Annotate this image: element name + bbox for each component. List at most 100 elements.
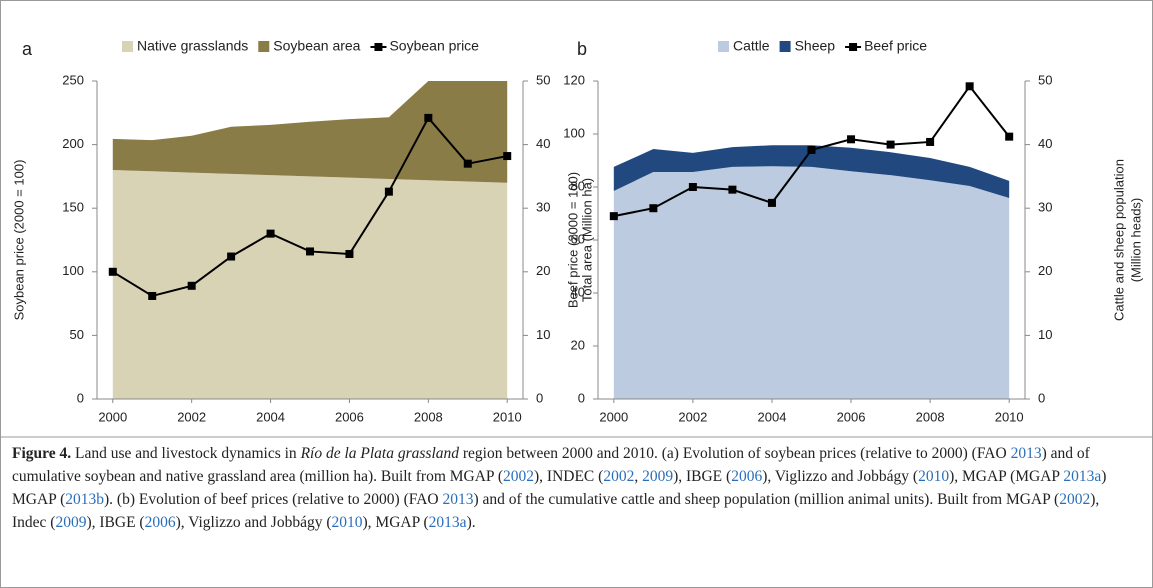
y-tick-label: 250: [62, 72, 84, 87]
y2-tick-label: 50: [536, 72, 550, 87]
citation-link[interactable]: 2002: [603, 468, 635, 485]
citation-link[interactable]: 2013a: [1063, 468, 1102, 485]
area: [613, 145, 1010, 199]
citation-link[interactable]: 2013a: [428, 514, 467, 531]
marker: [649, 204, 658, 213]
y-tick-label: 20: [571, 337, 585, 352]
citation-link[interactable]: 2010: [918, 468, 950, 485]
legend-label: Cattle: [733, 38, 770, 54]
caption: Figure 4. Land use and livestock dynamic…: [12, 442, 1137, 534]
y-tick-label: 200: [62, 136, 84, 151]
caption-text: ), Viglizzo and Jobbágy (: [762, 468, 919, 485]
x-tick-label: 2010: [493, 409, 522, 424]
caption-text: ), MGAP (: [362, 514, 429, 531]
x-tick-label: 2008: [414, 409, 443, 424]
marker: [227, 252, 236, 261]
y2-tick-label: 20: [1038, 263, 1052, 278]
y-tick-label: 100: [563, 125, 585, 140]
y-tick-label: 60: [571, 231, 585, 246]
y2-tick-label: 0: [536, 390, 543, 405]
y-tick-label: 0: [578, 390, 585, 405]
y-tick-label: 40: [571, 284, 585, 299]
y2-tick-label: 40: [1038, 136, 1052, 151]
marker: [345, 249, 354, 258]
citation-link[interactable]: 2006: [144, 514, 176, 531]
citation-link[interactable]: 2002: [503, 468, 534, 485]
marker: [926, 137, 935, 146]
x-tick-label: 2002: [678, 409, 707, 424]
y-tick-label: 80: [571, 178, 585, 193]
x-tick-label: 2008: [916, 409, 945, 424]
y2-axis-title: Cattle and sheep population: [1111, 159, 1126, 321]
marker: [807, 145, 816, 154]
legend-swatch: [122, 41, 133, 52]
citation-link[interactable]: 2013: [1010, 445, 1042, 462]
y2-tick-label: 30: [1038, 200, 1052, 215]
x-tick-label: 2004: [256, 409, 285, 424]
legend-label: Beef price: [864, 38, 927, 54]
y2-axis-title: Total area (Million ha): [579, 178, 594, 302]
y2-tick-label: 0: [1038, 390, 1045, 405]
marker: [1005, 132, 1014, 141]
caption-text: ), Viglizzo and Jobbágy (: [175, 514, 332, 531]
y-tick-label: 120: [563, 72, 585, 87]
y-tick-label: 100: [62, 263, 84, 278]
y2-tick-label: 30: [536, 200, 550, 215]
marker: [266, 229, 275, 238]
citation-link[interactable]: 2009: [642, 468, 674, 485]
caption-text: ). (b) Evolution of beef prices (relativ…: [104, 491, 443, 508]
x-tick-label: 2000: [599, 409, 628, 424]
caption-text: ), MGAP (MGAP: [949, 468, 1064, 485]
citation-link[interactable]: 2006: [731, 468, 763, 485]
citation-link[interactable]: 2013b: [65, 491, 105, 508]
x-tick-label: 2006: [837, 409, 866, 424]
y-axis-title: Beef price (2000 = 100): [565, 172, 580, 308]
caption-text: ), IBGE (: [673, 468, 732, 485]
marker: [148, 291, 157, 300]
citation-link[interactable]: 2009: [55, 514, 87, 531]
x-tick-label: 2006: [335, 409, 364, 424]
marker: [503, 152, 512, 161]
marker: [108, 267, 117, 276]
y-tick-label: 0: [77, 390, 84, 405]
citation-link[interactable]: 2002: [1059, 491, 1091, 508]
caption-text: ) and of the cumulative cattle and sheep…: [473, 491, 1060, 508]
y2-tick-label: 40: [536, 136, 550, 151]
caption-text: ) and of cumulative soybean and native g…: [12, 445, 1090, 485]
marker: [688, 183, 697, 191]
marker: [609, 212, 618, 221]
marker: [384, 187, 393, 196]
area: [112, 81, 508, 183]
legend-swatch: [779, 41, 791, 52]
y2-axis-title: (Million heads): [1128, 198, 1143, 283]
legend-swatch: [718, 41, 729, 52]
caption-text: Río de la Plata grassland: [300, 445, 460, 462]
marker: [886, 140, 895, 149]
legend-label: Sheep: [795, 38, 836, 54]
x-tick-label: 2010: [995, 409, 1024, 424]
panel-label: a: [22, 39, 33, 59]
caption-text: region between 2000 and 2010. (a) Evolut…: [459, 445, 1011, 462]
caption-text: ) MGAP (: [12, 468, 1107, 508]
area: [112, 170, 508, 399]
panel-label: b: [577, 39, 587, 59]
marker: [965, 82, 974, 91]
x-tick-label: 2000: [98, 409, 127, 424]
citation-link[interactable]: 2013: [442, 491, 474, 508]
legend-label: Soybean price: [389, 38, 479, 54]
marker: [306, 247, 314, 256]
marker: [187, 281, 196, 290]
caption-text: ), IBGE (: [86, 514, 145, 531]
y-tick-label: 50: [70, 327, 84, 342]
caption-text: ).: [466, 514, 476, 531]
marker: [847, 135, 856, 144]
citation-link[interactable]: 2010: [331, 514, 363, 531]
y-axis-title: Soybean price (2000 = 100): [11, 160, 26, 321]
caption-text: ), INDEC (: [534, 468, 604, 485]
marker: [767, 198, 776, 207]
marker: [424, 113, 433, 122]
y2-tick-label: 20: [536, 263, 550, 278]
legend-label: Soybean area: [273, 38, 360, 54]
